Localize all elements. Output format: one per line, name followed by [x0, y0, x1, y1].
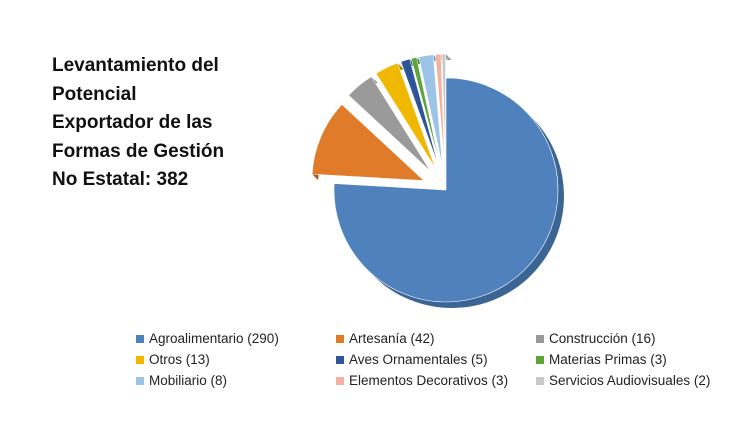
- pie-slices: [311, 53, 559, 303]
- legend-swatch: [336, 355, 344, 364]
- pie-slice-materias-primas: [410, 56, 441, 167]
- pie-slice-otros: [375, 62, 436, 169]
- pie-slice-elementos-decorativos: [435, 53, 445, 167]
- legend-item: Aves Ornamentales (5): [336, 351, 536, 368]
- legend-swatch: [136, 355, 144, 364]
- legend: Agroalimentario (290) Artesanía (42) Const…: [136, 330, 736, 389]
- pie-slice-aves-ornamentales: [400, 58, 440, 168]
- legend-item: Artesanía (42): [336, 330, 536, 347]
- pie-chart: [311, 53, 565, 309]
- legend-item: Otros (13): [136, 351, 336, 368]
- legend-swatch: [336, 334, 344, 343]
- legend-item: Agroalimentario (290): [136, 330, 336, 347]
- legend-swatch: [536, 376, 544, 385]
- legend-item: Mobiliario (8): [136, 372, 336, 389]
- legend-swatch: [336, 376, 344, 385]
- legend-item: Elementos Decorativos (3): [336, 372, 536, 389]
- legend-swatch: [136, 376, 144, 385]
- legend-label: Elementos Decorativos (3): [349, 373, 509, 388]
- legend-item: Construcción (16): [536, 330, 736, 347]
- legend-label: Otros (13): [149, 352, 210, 367]
- legend-swatch: [136, 334, 144, 343]
- legend-label: Servicios Audiovisuales (2): [549, 373, 711, 388]
- legend-label: Agroalimentario (290): [149, 331, 279, 346]
- legend-label: Mobiliario (8): [149, 373, 228, 388]
- chart-title: Levantamiento del Potencial Exportador d…: [52, 55, 225, 190]
- pie-slice-mobiliario: [418, 54, 443, 167]
- pie-slice-construccion: [348, 76, 431, 172]
- legend-item: Materias Primas (3): [536, 351, 736, 368]
- legend-label: Construcción (16): [549, 331, 656, 346]
- legend-swatch: [536, 355, 544, 364]
- legend-label: Materias Primas (3): [549, 352, 667, 367]
- pie-slice-artesania: [311, 103, 425, 181]
- pie-slice-servicios-audiovisuales: [441, 53, 446, 167]
- legend-item: Servicios Audiovisuales (2): [536, 372, 736, 389]
- pie-slice-agroalimentario: [333, 77, 559, 303]
- legend-label: Aves Ornamentales (5): [349, 352, 488, 367]
- legend-label: Artesanía (42): [349, 331, 435, 346]
- legend-swatch: [536, 334, 544, 343]
